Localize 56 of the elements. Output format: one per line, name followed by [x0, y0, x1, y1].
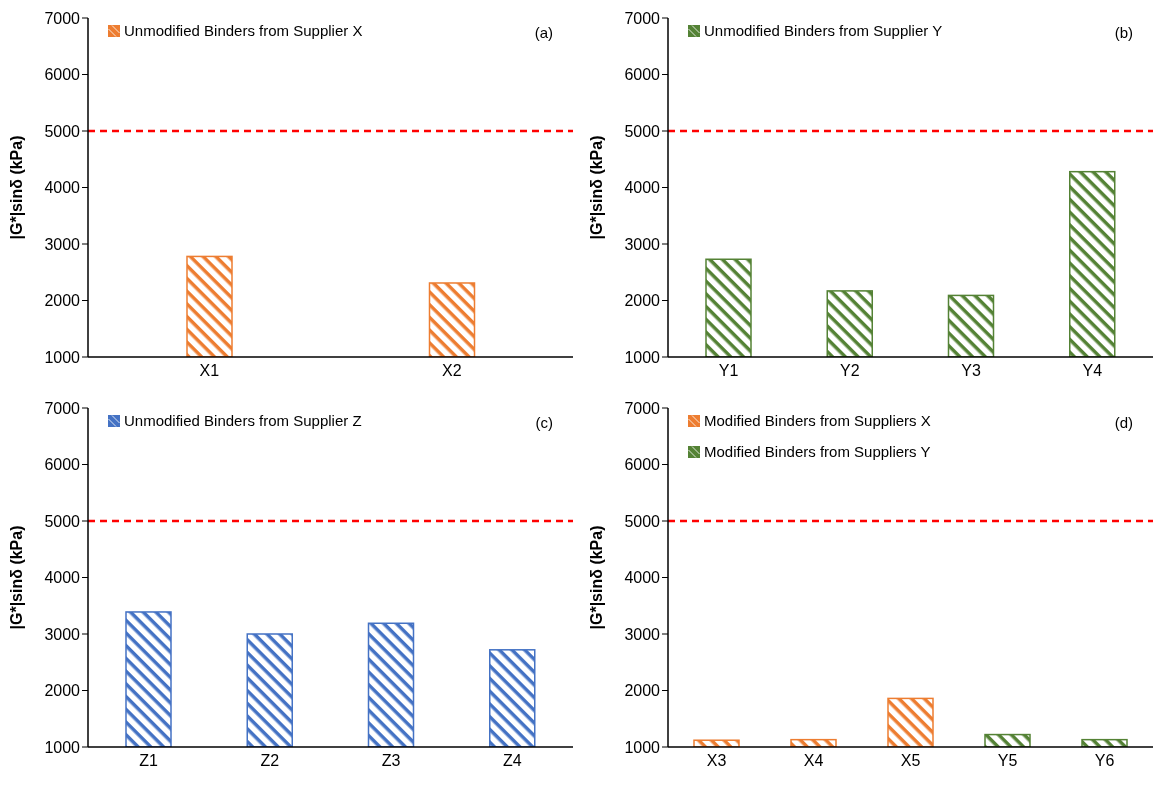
y-tick-label: 1000: [624, 348, 661, 366]
y-tick-label: 6000: [624, 66, 661, 84]
x-tick-label: Y2: [840, 362, 860, 380]
y-tick-label: 4000: [44, 569, 81, 587]
y-tick-label: 3000: [44, 625, 81, 643]
y-tick-label: 6000: [44, 66, 81, 84]
y-tick-label: 3000: [624, 625, 661, 643]
y-tick-label: 1000: [44, 348, 81, 366]
x-tick-label: Z1: [139, 752, 159, 770]
x-tick-label: X5: [900, 752, 921, 770]
legend-label: Modified Binders from Suppliers X: [704, 412, 931, 429]
y-tick-label: 6000: [624, 456, 661, 474]
y-tick-label: 1000: [44, 738, 81, 756]
annotation: (a): [534, 24, 553, 41]
y-tick-label: 7000: [624, 399, 661, 417]
y-tick-label: 3000: [44, 235, 81, 253]
annotation: (b): [1114, 24, 1133, 41]
x-tick-label: X4: [803, 752, 824, 770]
y-tick-label: 4000: [44, 179, 81, 197]
y-tick-label: 2000: [624, 682, 661, 700]
legend-label: Unmodified Binders from Supplier X: [124, 22, 363, 39]
x-tick-label: Z2: [260, 752, 280, 770]
legend-label: Unmodified Binders from Supplier Z: [124, 412, 362, 429]
y-tick-label: 5000: [44, 122, 81, 140]
y-tick-label: 2000: [44, 292, 81, 310]
x-tick-label: Y6: [1094, 752, 1115, 770]
y-tick-label: 5000: [624, 512, 661, 530]
x-tick-label: Z3: [381, 752, 401, 770]
x-tick-label: Y1: [718, 362, 739, 380]
legend-label: Modified Binders from Suppliers Y: [704, 443, 931, 460]
y-axis-title: |G*|sinδ (kPa): [587, 525, 605, 630]
x-tick-label: Y5: [997, 752, 1018, 770]
annotation: (c): [535, 414, 553, 431]
y-tick-label: 6000: [44, 456, 81, 474]
y-tick-label: 7000: [44, 9, 81, 27]
y-tick-label: 1000: [624, 738, 661, 756]
y-tick-label: 2000: [624, 292, 661, 310]
x-tick-label: X1: [199, 362, 220, 380]
y-tick-label: 2000: [44, 682, 81, 700]
legend-label: Unmodified Binders from Supplier Y: [704, 22, 943, 39]
y-tick-label: 4000: [624, 179, 661, 197]
y-tick-label: 4000: [624, 569, 661, 587]
y-tick-label: 3000: [624, 235, 661, 253]
y-tick-label: 7000: [44, 399, 81, 417]
y-tick-label: 7000: [624, 9, 661, 27]
annotation: (d): [1114, 414, 1133, 431]
x-tick-label: Y3: [961, 362, 982, 380]
x-tick-label: Z4: [503, 752, 522, 770]
x-tick-label: X3: [706, 752, 727, 770]
y-tick-label: 5000: [44, 512, 81, 530]
x-tick-label: X2: [441, 362, 462, 380]
y-axis-title: |G*|sinδ (kPa): [7, 525, 25, 630]
y-axis-title: |G*|sinδ (kPa): [587, 135, 605, 240]
y-tick-label: 5000: [624, 122, 661, 140]
x-tick-label: Y4: [1082, 362, 1103, 380]
y-axis-title: |G*|sinδ (kPa): [7, 135, 25, 240]
